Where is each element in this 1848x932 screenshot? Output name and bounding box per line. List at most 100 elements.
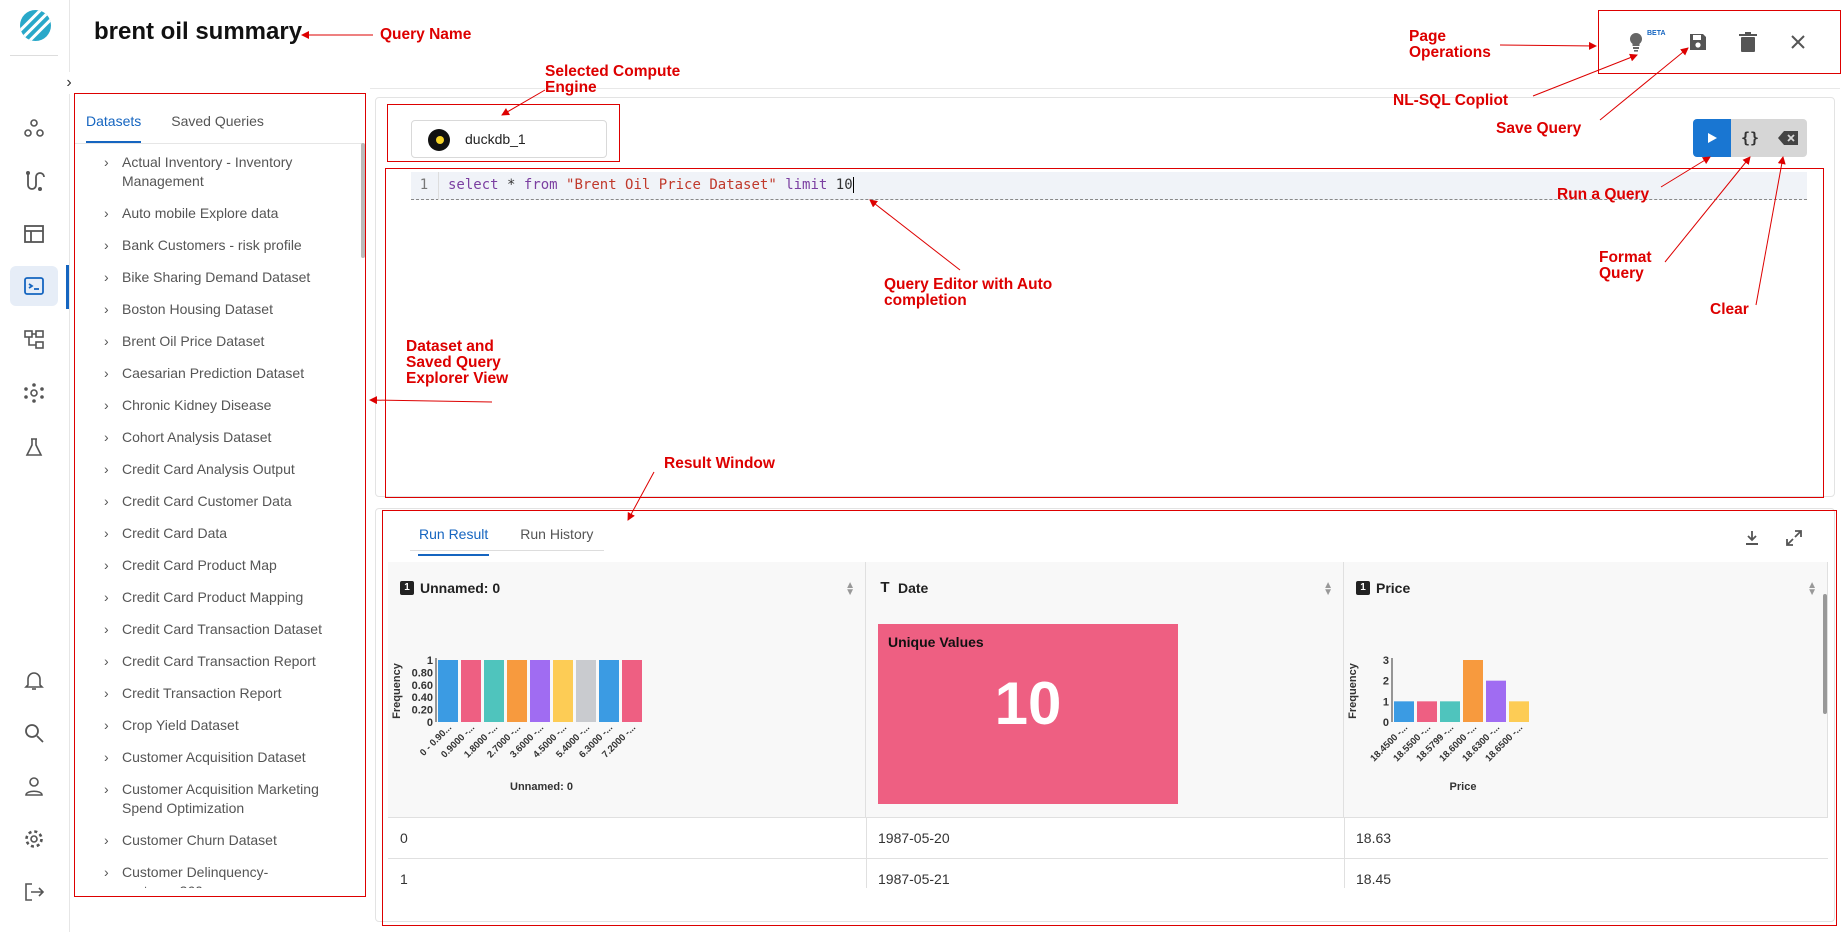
histogram-bar[interactable] xyxy=(530,660,550,722)
download-icon[interactable] xyxy=(1740,526,1764,550)
chevron-right-icon[interactable]: › xyxy=(58,72,80,94)
tab-run-result[interactable]: Run Result xyxy=(418,526,490,556)
unique-values-card: Unique Values 10 xyxy=(878,624,1178,804)
histogram-bar[interactable] xyxy=(1509,701,1529,722)
table-row[interactable]: 1 1987-05-21 18.45 xyxy=(388,858,1828,888)
histogram-bar[interactable] xyxy=(599,660,619,722)
histogram-bar[interactable] xyxy=(484,660,504,722)
query-actions: {} xyxy=(1693,119,1807,157)
star: * xyxy=(507,177,516,193)
kw-from: from xyxy=(523,177,558,193)
column-header[interactable]: 1 Price xyxy=(1356,580,1410,596)
tab-saved-queries[interactable]: Saved Queries xyxy=(171,113,264,129)
network-icon[interactable] xyxy=(10,373,58,413)
annotation-nl-sql: NL-SQL Copliot xyxy=(1393,92,1509,109)
chevron-right-icon: › xyxy=(104,653,109,669)
annotation-page-operations: Page Operations xyxy=(1409,28,1491,61)
y-tick-label: 0.80 xyxy=(412,667,433,679)
dataset-list-item[interactable]: › Customer Delinquency-customer360 xyxy=(74,863,364,888)
numeric-type-icon: 1 xyxy=(1356,581,1370,595)
tab-datasets[interactable]: Datasets xyxy=(86,113,142,143)
chevron-right-icon: › xyxy=(104,461,109,477)
table-row[interactable]: 0 1987-05-20 18.63 xyxy=(388,817,1828,858)
histogram-bar[interactable] xyxy=(576,660,596,722)
dataset-list-item[interactable]: › Customer Acquisition Dataset xyxy=(74,748,364,767)
x-axis-label: Unnamed: 0 xyxy=(510,781,573,793)
dataset-list-item[interactable]: › Credit Card Product Map xyxy=(74,556,364,575)
histogram-bar[interactable] xyxy=(1394,701,1414,722)
expand-icon[interactable] xyxy=(1782,526,1806,550)
cell-divider xyxy=(1344,818,1345,858)
query-editor-icon[interactable] xyxy=(10,266,58,306)
dataset-list-item[interactable]: › Customer Acquisition Marketing Spend Op… xyxy=(74,780,364,818)
explorer-scrollbar[interactable] xyxy=(361,143,365,258)
histogram-bar[interactable] xyxy=(1463,660,1483,722)
sort-icon[interactable]: ▲ ▼ xyxy=(845,580,855,598)
histogram-bar[interactable] xyxy=(622,660,642,722)
unique-values-count: 10 xyxy=(994,670,1062,737)
sort-icon[interactable]: ▲ ▼ xyxy=(1323,580,1333,598)
dataset-list-item[interactable]: › Bike Sharing Demand Dataset xyxy=(74,268,364,287)
app-logo[interactable] xyxy=(20,10,51,41)
dataset-name: Brent Oil Price Dataset xyxy=(122,333,265,349)
chevron-right-icon: › xyxy=(104,237,109,253)
dataset-list-item[interactable]: › Customer Churn Dataset xyxy=(74,831,364,850)
sort-icon[interactable]: ▲ ▼ xyxy=(1807,580,1817,598)
clear-button[interactable] xyxy=(1769,119,1807,157)
search-icon[interactable] xyxy=(10,713,58,753)
bell-icon[interactable] xyxy=(10,660,58,700)
histogram-bar[interactable] xyxy=(1440,701,1460,722)
dataset-list-item[interactable]: › Credit Card Data xyxy=(74,524,364,543)
y-tick-label: 1 xyxy=(1383,696,1389,708)
column-header[interactable]: 1 Unnamed: 0 xyxy=(400,580,500,596)
format-query-button[interactable]: {} xyxy=(1731,119,1769,157)
logout-icon[interactable] xyxy=(10,872,58,912)
annotation-box-ops xyxy=(1598,10,1841,74)
query-panel xyxy=(375,97,1835,497)
dataset-list-item[interactable]: › Brent Oil Price Dataset xyxy=(74,332,364,351)
catalog-icon[interactable] xyxy=(10,108,58,148)
histogram-bar[interactable] xyxy=(1417,701,1437,722)
dataset-name: Credit Card Product Mapping xyxy=(122,589,304,605)
dataset-name: Customer Delinquency-customer360 xyxy=(122,864,269,888)
query-name[interactable]: brent oil summary xyxy=(94,18,303,45)
table-icon[interactable] xyxy=(10,214,58,254)
histogram-bar[interactable] xyxy=(438,660,458,722)
dataset-list-item[interactable]: › Boston Housing Dataset xyxy=(74,300,364,319)
result-scrollbar[interactable] xyxy=(1823,594,1827,714)
tab-run-history[interactable]: Run History xyxy=(520,526,594,542)
dataset-list-item[interactable]: › Auto mobile Explore data xyxy=(74,204,364,223)
dataset-list-item[interactable]: › Actual Inventory - Inventory Management xyxy=(74,153,364,191)
active-indicator xyxy=(66,265,69,309)
close-icon[interactable] xyxy=(1784,28,1812,56)
pipeline-icon[interactable] xyxy=(10,161,58,201)
dataset-list-item[interactable]: › Credit Card Transaction Report xyxy=(74,652,364,671)
dataset-list-item[interactable]: › Credit Card Product Mapping xyxy=(74,588,364,607)
lab-flask-icon[interactable] xyxy=(10,427,58,467)
chevron-right-icon: › xyxy=(104,525,109,541)
dataset-list-item[interactable]: › Credit Card Customer Data xyxy=(74,492,364,511)
dataset-list-item[interactable]: › Caesarian Prediction Dataset xyxy=(74,364,364,383)
histogram-bar[interactable] xyxy=(507,660,527,722)
dataset-name: Auto mobile Explore data xyxy=(122,205,279,221)
save-icon[interactable] xyxy=(1684,28,1712,56)
query-editor[interactable]: 1 select * from "Brent Oil Price Dataset… xyxy=(411,172,1807,200)
dataset-list-item[interactable]: › Crop Yield Dataset xyxy=(74,716,364,735)
dataset-list-item[interactable]: › Bank Customers - risk profile xyxy=(74,236,364,255)
dataset-list-item[interactable]: › Cohort Analysis Dataset xyxy=(74,428,364,447)
lineage-icon[interactable] xyxy=(10,319,58,359)
column-header[interactable]: T Date xyxy=(878,580,928,596)
query-code[interactable]: select * from "Brent Oil Price Dataset" … xyxy=(448,172,854,198)
compute-engine-selector[interactable]: duckdb_1 xyxy=(411,120,607,158)
delete-icon[interactable] xyxy=(1734,28,1762,56)
user-icon[interactable] xyxy=(10,766,58,806)
dataset-list-item[interactable]: › Chronic Kidney Disease xyxy=(74,396,364,415)
dataset-list-item[interactable]: › Credit Card Analysis Output xyxy=(74,460,364,479)
histogram-bar[interactable] xyxy=(553,660,573,722)
histogram-bar[interactable] xyxy=(1486,680,1506,722)
run-query-button[interactable] xyxy=(1693,119,1731,157)
settings-gear-icon[interactable] xyxy=(10,819,58,859)
dataset-list-item[interactable]: › Credit Card Transaction Dataset xyxy=(74,620,364,639)
histogram-bar[interactable] xyxy=(461,660,481,722)
dataset-list-item[interactable]: › Credit Transaction Report xyxy=(74,684,364,703)
